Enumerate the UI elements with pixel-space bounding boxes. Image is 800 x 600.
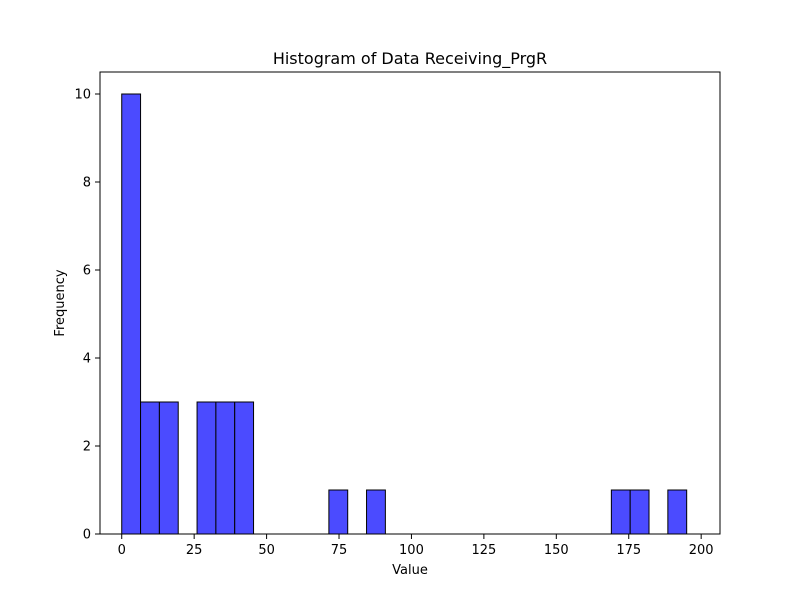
- bars-group: [121, 93, 688, 535]
- histogram-bar: [121, 93, 142, 535]
- y-tick-label: 0: [83, 528, 91, 543]
- x-tick-label: 0: [118, 543, 126, 558]
- histogram-bar: [610, 489, 631, 535]
- x-tick-label: 175: [616, 543, 641, 558]
- x-axis-label: Value: [392, 563, 428, 578]
- y-tick-label: 10: [74, 88, 91, 103]
- histogram-bar: [196, 401, 217, 535]
- y-tick-label: 6: [83, 264, 91, 279]
- plot-frame: [99, 71, 721, 535]
- histogram-bar: [667, 489, 688, 535]
- histogram-bar: [366, 489, 386, 535]
- y-tick-label: 8: [83, 176, 91, 191]
- x-tick-label: 150: [544, 543, 569, 558]
- x-tick-label: 100: [399, 543, 424, 558]
- x-tick-label: 25: [186, 543, 203, 558]
- histogram-bar: [328, 489, 349, 535]
- histogram-bar: [158, 401, 179, 535]
- x-tick-label: 50: [258, 543, 275, 558]
- x-axis: 0 25 50 75 100 125 150 175 200: [118, 534, 714, 558]
- x-tick-label: 200: [689, 543, 714, 558]
- histogram-bar: [140, 401, 160, 535]
- histogram-bar: [215, 401, 236, 535]
- chart-title: Histogram of Data Receiving_PrgR: [273, 49, 547, 69]
- histogram-bar: [629, 489, 650, 535]
- y-tick-label: 4: [83, 352, 91, 367]
- x-tick-label: 125: [471, 543, 496, 558]
- y-axis: 0 2 4 6 8 10: [74, 88, 100, 543]
- x-tick-label: 75: [331, 543, 348, 558]
- histogram-bar: [234, 401, 255, 535]
- y-tick-label: 2: [83, 440, 91, 455]
- y-axis-label: Frequency: [53, 269, 68, 336]
